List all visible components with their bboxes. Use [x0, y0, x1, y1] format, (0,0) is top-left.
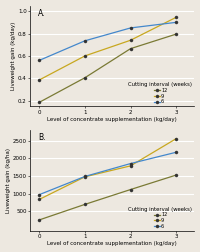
9 [129, 164, 132, 167]
6 [84, 39, 86, 42]
Text: A.: A. [38, 9, 46, 18]
Text: B.: B. [38, 133, 46, 142]
6 [129, 26, 132, 29]
X-axis label: Level of concentrate supplementation (kg/day): Level of concentrate supplementation (kg… [47, 117, 177, 122]
X-axis label: Level of concentrate supplementation (kg/day): Level of concentrate supplementation (kg… [47, 241, 177, 246]
6 [38, 59, 40, 62]
Y-axis label: Liveweight gain (kg/day): Liveweight gain (kg/day) [11, 22, 16, 90]
Line: 6: 6 [38, 151, 178, 196]
Line: 9: 9 [38, 137, 178, 201]
6 [84, 175, 86, 178]
9 [38, 198, 40, 201]
12 [175, 33, 177, 36]
9 [84, 175, 86, 178]
12 [38, 101, 40, 104]
6 [129, 162, 132, 165]
Line: 12: 12 [38, 174, 178, 222]
Y-axis label: Liveweight gain (kg/ha): Liveweight gain (kg/ha) [6, 148, 11, 213]
Line: 12: 12 [38, 33, 178, 104]
9 [129, 39, 132, 42]
6 [175, 151, 177, 154]
12 [84, 76, 86, 79]
9 [175, 16, 177, 19]
12 [38, 218, 40, 222]
12 [175, 174, 177, 177]
Line: 9: 9 [38, 16, 178, 81]
9 [175, 137, 177, 140]
Legend: 12, 9, 6: 12, 9, 6 [127, 81, 193, 105]
6 [38, 193, 40, 196]
Legend: 12, 9, 6: 12, 9, 6 [127, 206, 193, 230]
Line: 6: 6 [38, 21, 178, 62]
9 [84, 54, 86, 57]
12 [84, 203, 86, 206]
9 [38, 78, 40, 81]
12 [129, 188, 132, 191]
6 [175, 21, 177, 24]
12 [129, 47, 132, 50]
